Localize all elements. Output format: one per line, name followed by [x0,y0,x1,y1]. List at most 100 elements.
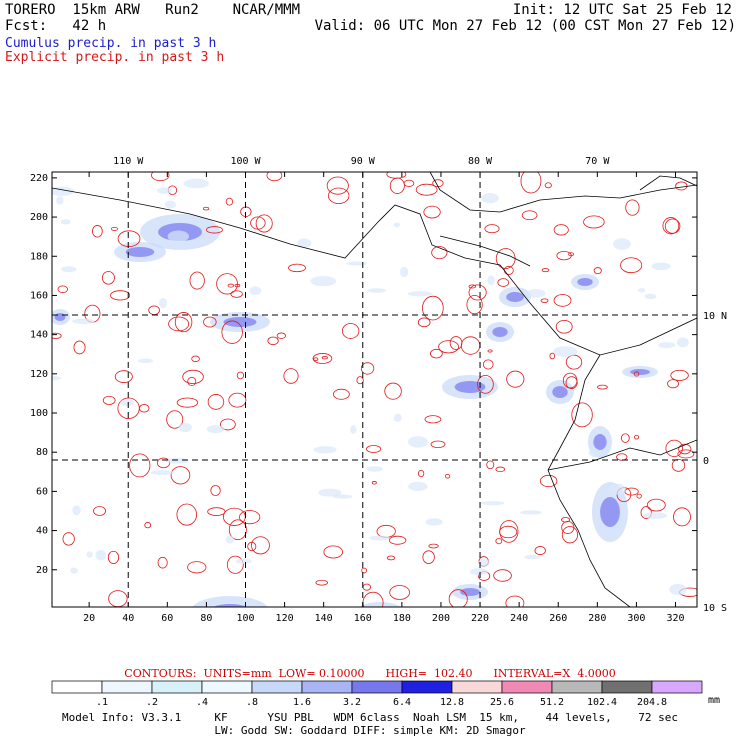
explicit-contour [633,371,640,377]
explicit-contour [673,507,691,527]
cumulus-light [206,425,225,434]
explicit-contour [236,371,245,380]
explicit-contour [129,453,151,478]
cumulus-light [167,230,190,243]
cumulus-light [158,297,168,309]
cumulus-light [350,425,357,434]
explicit-contour [157,556,168,569]
explicit-contour [176,397,199,408]
cumulus-light [165,458,189,464]
y-tick-label: 120 [30,369,48,380]
explicit-contour [52,332,62,339]
explicit-contour [521,210,538,221]
cumulus-light [120,399,135,406]
cumulus-light [318,488,342,497]
explicit-contour [227,283,235,288]
explicit-contour [326,176,349,195]
explicit-contour [539,474,558,488]
precip-field [52,172,697,653]
cumulus-light [658,341,676,349]
explicit-contour [505,595,525,607]
y-tick-label: 80 [36,447,48,458]
explicit-contour [341,323,360,339]
x-tick-label: 160 [354,613,372,624]
cumulus-light [609,483,626,495]
cumulus-light [469,568,488,576]
explicit-contour [544,182,552,189]
y-tick-label: 180 [30,251,48,262]
explicit-contour [388,535,407,545]
y-tick-label: 20 [36,565,48,576]
cumulus-core [600,497,620,527]
explicit-contour [664,218,681,234]
explicit-contour [636,493,642,499]
cumulus-light [637,288,646,293]
cumulus-light [393,222,401,228]
explicit-contour [276,332,286,339]
coastline-segment [547,354,631,607]
colorbar-swatch [51,680,103,694]
x-tick-label: 20 [83,613,95,624]
explicit-contour [553,294,572,307]
explicit-contour [555,319,573,334]
y-tick-label: 220 [30,173,48,184]
cumulus-core [577,278,593,286]
explicit-contour [225,197,234,206]
latitude-label: 10 S [703,603,727,614]
explicit-contour [203,316,217,328]
cumulus-light [400,266,409,278]
coastline-segment [547,439,697,471]
cumulus-light [55,196,64,205]
explicit-contour [187,376,197,387]
colorbar-swatch [251,680,303,694]
explicit-contour [495,466,506,473]
explicit-contour [110,226,118,231]
cumulus-light [95,549,107,561]
explicit-contour [191,355,200,362]
cumulus-light [478,558,490,567]
explicit-contour [102,395,116,405]
cumulus-light [86,551,93,558]
explicit-contour [540,298,549,303]
explicit-contour [431,246,448,260]
explicit-contour [486,460,495,470]
legend-explicit: Explicit precip. in past 3 h [5,50,225,65]
cumulus-light [157,187,173,194]
cumulus-light [487,275,495,286]
explicit-contour [101,271,115,285]
explicit-contour [634,434,640,440]
colorbar-level: 204.8 [637,697,667,708]
explicit-contour [468,284,477,289]
colorbar-swatch [301,680,353,694]
explicit-contour [93,506,106,516]
cumulus-light [612,238,631,250]
cumulus-area [359,602,401,607]
cumulus-light [520,510,542,515]
cumulus-core [601,631,619,653]
cumulus-light [72,505,81,516]
explicit-contour [228,519,247,541]
cumulus-light [60,266,77,273]
explicit-contour [671,458,686,472]
coastline-segment [429,172,697,213]
model-info-line1: Model Info: V3.3.1 KF YSU PBL WDM 6class… [62,711,678,724]
longitude-label: 80 W [468,156,493,167]
y-tick-label: 40 [36,526,48,537]
explicit-contour [366,445,382,453]
explicit-contour [288,263,306,273]
x-tick-label: 40 [122,613,134,624]
colorbar: .1 .2 .4 .8 1.6 3.2 6.4 12.8 25.6 51.2 102.4 204.8 m… [51,680,720,708]
x-tick-label: 180 [393,613,411,624]
cumulus-light [425,518,443,526]
coastline-segment [639,175,697,191]
explicit-contour [624,487,639,496]
explicit-contour [620,433,630,443]
explicit-contour [170,466,191,485]
colorbar-swatch [551,680,603,694]
explicit-contour [371,481,377,485]
explicit-contour [616,453,628,461]
cumulus-light [524,554,541,560]
explicit-contour [144,522,152,529]
cumulus-core [54,313,66,321]
